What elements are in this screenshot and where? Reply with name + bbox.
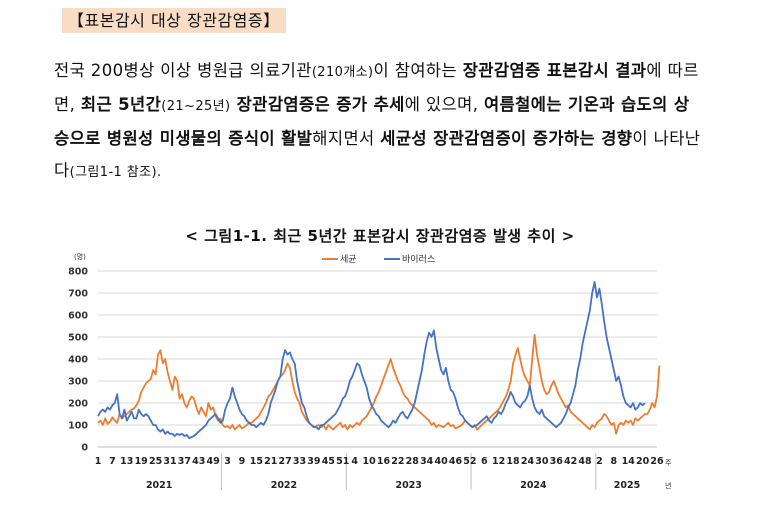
paragraph-segment: (21~25년) <box>161 99 231 114</box>
x-tick-label: 7 <box>109 456 116 467</box>
x-tick-label: 14 <box>622 456 636 467</box>
x-tick-label: 39 <box>307 456 320 467</box>
x-tick-label: 4 <box>351 456 358 467</box>
y-tick-label: 200 <box>68 399 88 410</box>
y-tick-label: 600 <box>68 311 88 322</box>
paragraph-segment: 전국 200병상 이상 병원급 의료기관 <box>54 61 312 80</box>
figure-title: < 그림1-1. 최근 5년간 표본감시 장관감염증 발생 추이 > <box>185 227 575 245</box>
x-tick-label: 40 <box>434 456 448 467</box>
x-tick-label: 9 <box>239 456 246 467</box>
x-tick-label: 33 <box>293 456 306 467</box>
series-line-bacteria <box>97 333 661 435</box>
x-tick-label: 42 <box>564 456 577 467</box>
x-tick-label: 49 <box>207 456 220 467</box>
series-line-virus <box>97 281 646 440</box>
x-tick-label: 36 <box>550 456 564 467</box>
x-tick-label: 52 <box>463 456 476 467</box>
x-tick-label: 6 <box>481 456 488 467</box>
x-tick-label: 31 <box>163 456 176 467</box>
x-tick-label: 26 <box>650 456 664 467</box>
x-unit-suffix: 년 <box>665 481 671 490</box>
x-tick-label: 45 <box>322 456 335 467</box>
x-tick-label: 48 <box>578 456 592 467</box>
paragraph-segment: 에 따르면, <box>54 61 699 114</box>
paragraph-segment: 해지면서 <box>312 129 381 148</box>
paragraph-segment: (그림1-1 참조). <box>69 165 162 180</box>
year-label: 2023 <box>395 480 421 491</box>
x-tick-label: 12 <box>492 456 505 467</box>
paragraph-segment: 최근 5년간 <box>80 95 162 114</box>
x-tick-label: 15 <box>250 456 263 467</box>
x-unit-label: 주 <box>665 459 672 467</box>
x-tick-label: 19 <box>135 456 148 467</box>
y-tick-label: 100 <box>68 421 88 432</box>
y-tick-label: 400 <box>68 355 88 366</box>
x-tick-label: 30 <box>535 456 549 467</box>
x-tick-label: 13 <box>120 456 133 467</box>
x-tick-label: 3 <box>224 456 231 467</box>
paragraph-segment: (210개소) <box>311 65 374 80</box>
x-tick-label: 16 <box>377 456 391 467</box>
x-tick-label: 51 <box>336 456 349 467</box>
y-tick-label: 0 <box>81 443 88 454</box>
x-tick-label: 37 <box>178 456 191 467</box>
x-tick-label: 10 <box>362 456 376 467</box>
paragraph-segment: 이 나타난다 <box>54 129 701 180</box>
x-tick-label: 2 <box>596 456 603 467</box>
y-unit-label: (명) <box>74 252 86 261</box>
x-tick-label: 20 <box>636 456 650 467</box>
x-tick-label: 28 <box>406 456 420 467</box>
y-tick-label: 700 <box>68 289 88 300</box>
paragraph-segment: 이 참여하는 <box>373 61 463 80</box>
x-tick-label: 22 <box>391 456 404 467</box>
paragraph-segment: 세균성 장관감염증이 증가하는 경향 <box>380 129 633 148</box>
year-label: 2022 <box>271 480 297 491</box>
x-tick-label: 8 <box>611 456 618 467</box>
x-tick-label: 21 <box>264 456 277 467</box>
y-tick-label: 300 <box>68 377 88 388</box>
x-tick-label: 24 <box>521 456 535 467</box>
paragraph-segment: 장관감염증 표본감시 결과 <box>462 61 647 80</box>
x-tick-label: 34 <box>420 456 434 467</box>
legend-label: 바이러스 <box>402 254 435 265</box>
x-tick-label: 25 <box>149 456 162 467</box>
body-paragraph: 전국 200병상 이상 병원급 의료기관(210개소)이 참여하는 장관감염증 … <box>54 55 704 189</box>
x-tick-label: 1 <box>95 456 102 467</box>
year-label: 2021 <box>146 480 172 491</box>
year-label: 2024 <box>520 480 547 491</box>
x-tick-label: 27 <box>279 456 292 467</box>
legend-label: 세균 <box>340 254 357 265</box>
paragraph-segment: 에 있으며, <box>404 95 485 114</box>
x-tick-label: 43 <box>192 456 205 467</box>
section-heading: 【표본감시 대상 장관감염증】 <box>62 8 286 33</box>
y-tick-label: 800 <box>68 267 88 278</box>
year-label: 2025 <box>614 480 640 491</box>
paragraph-segment: 여름철에는 기온과 습도의 상승으로 병원성 미생물의 증식이 활발 <box>54 95 690 148</box>
x-tick-label: 18 <box>506 456 520 467</box>
y-tick-label: 500 <box>68 333 88 344</box>
x-tick-label: 46 <box>449 456 463 467</box>
paragraph-segment: 장관감염증은 증가 추세 <box>230 95 405 114</box>
